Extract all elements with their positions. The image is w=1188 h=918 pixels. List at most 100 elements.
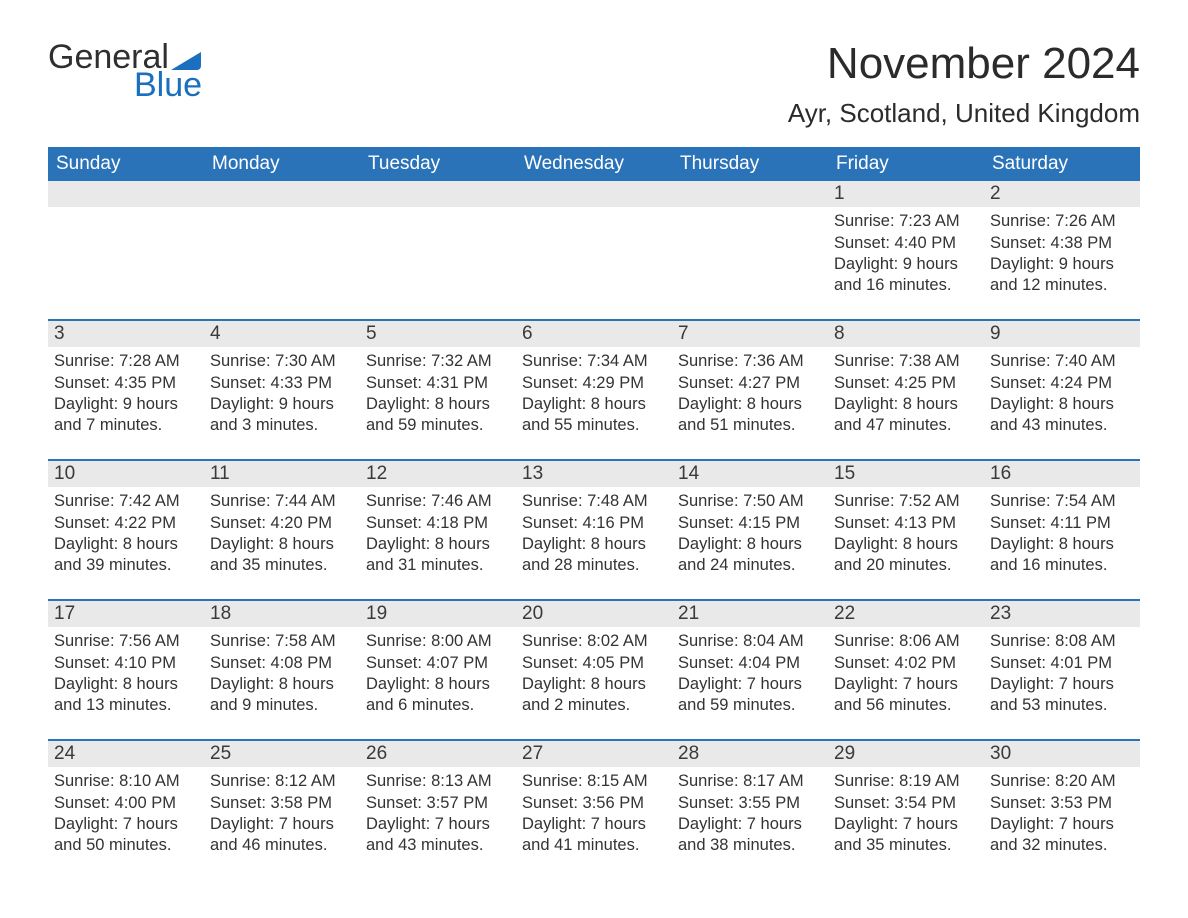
- brand-text-blue: Blue: [134, 68, 202, 102]
- daylight-line-1: Daylight: 8 hours: [366, 394, 510, 415]
- daylight-line-1: Daylight: 8 hours: [834, 394, 978, 415]
- daylight-line-1: Daylight: 8 hours: [678, 534, 822, 555]
- day-number: 10: [48, 461, 204, 487]
- day-details: Sunrise: 7:44 AMSunset: 4:20 PMDaylight:…: [204, 487, 360, 579]
- day-details: Sunrise: 7:54 AMSunset: 4:11 PMDaylight:…: [984, 487, 1140, 579]
- dow-monday: Monday: [204, 147, 360, 181]
- daylight-line-1: Daylight: 8 hours: [678, 394, 822, 415]
- daylight-line-2: and 59 minutes.: [366, 415, 510, 436]
- sunrise-line: Sunrise: 8:20 AM: [990, 771, 1134, 792]
- sunrise-line: Sunrise: 7:34 AM: [522, 351, 666, 372]
- day-number: 28: [672, 741, 828, 767]
- day-details: Sunrise: 7:36 AMSunset: 4:27 PMDaylight:…: [672, 347, 828, 439]
- daylight-line-1: Daylight: 8 hours: [366, 534, 510, 555]
- daylight-line-1: Daylight: 7 hours: [990, 674, 1134, 695]
- daylight-line-1: Daylight: 8 hours: [522, 674, 666, 695]
- sunset-line: Sunset: 4:31 PM: [366, 373, 510, 394]
- day-number: 12: [360, 461, 516, 487]
- calendar-cell: [516, 181, 672, 301]
- sunrise-line: Sunrise: 8:04 AM: [678, 631, 822, 652]
- day-details: Sunrise: 8:17 AMSunset: 3:55 PMDaylight:…: [672, 767, 828, 859]
- day-details: Sunrise: 7:48 AMSunset: 4:16 PMDaylight:…: [516, 487, 672, 579]
- daylight-line-1: Daylight: 8 hours: [54, 534, 198, 555]
- sunrise-line: Sunrise: 7:54 AM: [990, 491, 1134, 512]
- day-of-week-header: Sunday Monday Tuesday Wednesday Thursday…: [48, 147, 1140, 181]
- daylight-line-1: Daylight: 7 hours: [366, 814, 510, 835]
- sunset-line: Sunset: 4:01 PM: [990, 653, 1134, 674]
- calendar-cell: 27Sunrise: 8:15 AMSunset: 3:56 PMDayligh…: [516, 741, 672, 861]
- calendar-cell: 8Sunrise: 7:38 AMSunset: 4:25 PMDaylight…: [828, 321, 984, 441]
- sunset-line: Sunset: 3:56 PM: [522, 793, 666, 814]
- calendar-cell: 25Sunrise: 8:12 AMSunset: 3:58 PMDayligh…: [204, 741, 360, 861]
- daylight-line-2: and 9 minutes.: [210, 695, 354, 716]
- sunrise-line: Sunrise: 7:40 AM: [990, 351, 1134, 372]
- day-number: 19: [360, 601, 516, 627]
- day-details: Sunrise: 7:30 AMSunset: 4:33 PMDaylight:…: [204, 347, 360, 439]
- day-number: 25: [204, 741, 360, 767]
- day-number: 17: [48, 601, 204, 627]
- sunrise-line: Sunrise: 7:32 AM: [366, 351, 510, 372]
- dow-sunday: Sunday: [48, 147, 204, 181]
- day-number: 16: [984, 461, 1140, 487]
- sunrise-line: Sunrise: 7:46 AM: [366, 491, 510, 512]
- daylight-line-2: and 35 minutes.: [210, 555, 354, 576]
- daylight-line-2: and 28 minutes.: [522, 555, 666, 576]
- calendar-cell: 2Sunrise: 7:26 AMSunset: 4:38 PMDaylight…: [984, 181, 1140, 301]
- sunset-line: Sunset: 4:20 PM: [210, 513, 354, 534]
- sunrise-line: Sunrise: 7:48 AM: [522, 491, 666, 512]
- sunrise-line: Sunrise: 7:56 AM: [54, 631, 198, 652]
- sunrise-line: Sunrise: 8:17 AM: [678, 771, 822, 792]
- day-details: Sunrise: 7:28 AMSunset: 4:35 PMDaylight:…: [48, 347, 204, 439]
- day-details: Sunrise: 8:20 AMSunset: 3:53 PMDaylight:…: [984, 767, 1140, 859]
- calendar-cell: 12Sunrise: 7:46 AMSunset: 4:18 PMDayligh…: [360, 461, 516, 581]
- day-details: Sunrise: 7:38 AMSunset: 4:25 PMDaylight:…: [828, 347, 984, 439]
- sunset-line: Sunset: 4:33 PM: [210, 373, 354, 394]
- calendar-cell: 10Sunrise: 7:42 AMSunset: 4:22 PMDayligh…: [48, 461, 204, 581]
- daylight-line-1: Daylight: 7 hours: [678, 674, 822, 695]
- calendar-week: 10Sunrise: 7:42 AMSunset: 4:22 PMDayligh…: [48, 459, 1140, 581]
- dow-thursday: Thursday: [672, 147, 828, 181]
- sunset-line: Sunset: 4:16 PM: [522, 513, 666, 534]
- day-details: Sunrise: 7:58 AMSunset: 4:08 PMDaylight:…: [204, 627, 360, 719]
- sunset-line: Sunset: 4:25 PM: [834, 373, 978, 394]
- sunrise-line: Sunrise: 7:28 AM: [54, 351, 198, 372]
- sunrise-line: Sunrise: 7:26 AM: [990, 211, 1134, 232]
- daylight-line-1: Daylight: 7 hours: [522, 814, 666, 835]
- daylight-line-1: Daylight: 8 hours: [990, 394, 1134, 415]
- daylight-line-2: and 16 minutes.: [990, 555, 1134, 576]
- dow-friday: Friday: [828, 147, 984, 181]
- calendar-cell: 18Sunrise: 7:58 AMSunset: 4:08 PMDayligh…: [204, 601, 360, 721]
- day-number: [48, 181, 204, 207]
- calendar-week: 1Sunrise: 7:23 AMSunset: 4:40 PMDaylight…: [48, 181, 1140, 301]
- daylight-line-2: and 2 minutes.: [522, 695, 666, 716]
- dow-saturday: Saturday: [984, 147, 1140, 181]
- calendar-cell: [672, 181, 828, 301]
- day-details: Sunrise: 8:08 AMSunset: 4:01 PMDaylight:…: [984, 627, 1140, 719]
- day-details: Sunrise: 7:52 AMSunset: 4:13 PMDaylight:…: [828, 487, 984, 579]
- sunrise-line: Sunrise: 8:13 AM: [366, 771, 510, 792]
- daylight-line-1: Daylight: 7 hours: [834, 814, 978, 835]
- calendar-cell: 13Sunrise: 7:48 AMSunset: 4:16 PMDayligh…: [516, 461, 672, 581]
- sunset-line: Sunset: 4:22 PM: [54, 513, 198, 534]
- sunrise-line: Sunrise: 7:38 AM: [834, 351, 978, 372]
- day-number: 9: [984, 321, 1140, 347]
- calendar-cell: 3Sunrise: 7:28 AMSunset: 4:35 PMDaylight…: [48, 321, 204, 441]
- sunset-line: Sunset: 4:35 PM: [54, 373, 198, 394]
- sunset-line: Sunset: 4:38 PM: [990, 233, 1134, 254]
- calendar-cell: 24Sunrise: 8:10 AMSunset: 4:00 PMDayligh…: [48, 741, 204, 861]
- calendar-cell: 19Sunrise: 8:00 AMSunset: 4:07 PMDayligh…: [360, 601, 516, 721]
- calendar-grid: Sunday Monday Tuesday Wednesday Thursday…: [48, 147, 1140, 861]
- day-number: 4: [204, 321, 360, 347]
- day-details: Sunrise: 8:15 AMSunset: 3:56 PMDaylight:…: [516, 767, 672, 859]
- sunset-line: Sunset: 4:29 PM: [522, 373, 666, 394]
- sunrise-line: Sunrise: 8:15 AM: [522, 771, 666, 792]
- day-number: [360, 181, 516, 207]
- day-details: Sunrise: 7:46 AMSunset: 4:18 PMDaylight:…: [360, 487, 516, 579]
- weeks-container: 1Sunrise: 7:23 AMSunset: 4:40 PMDaylight…: [48, 181, 1140, 861]
- day-details: [672, 207, 828, 215]
- calendar-cell: 20Sunrise: 8:02 AMSunset: 4:05 PMDayligh…: [516, 601, 672, 721]
- sunset-line: Sunset: 4:10 PM: [54, 653, 198, 674]
- daylight-line-2: and 16 minutes.: [834, 275, 978, 296]
- day-details: Sunrise: 8:02 AMSunset: 4:05 PMDaylight:…: [516, 627, 672, 719]
- day-number: 18: [204, 601, 360, 627]
